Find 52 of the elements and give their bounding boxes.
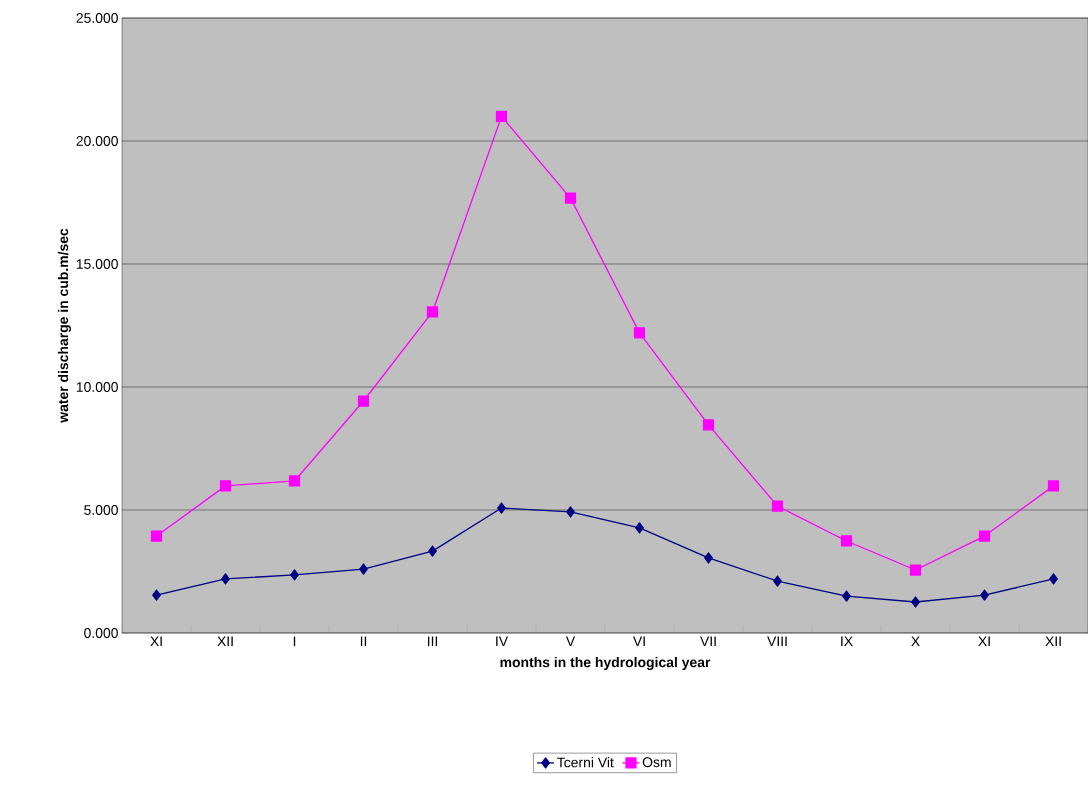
point [288,475,301,487]
x-axis-title: months in the hydrological year [500,656,711,671]
x-tick-label: VI [632,636,645,647]
point [842,590,851,602]
x-tick-label: VII [700,636,716,647]
x-tick-label: IX [841,636,853,647]
x-tick-label: X [911,636,920,647]
x-tick-label: V [565,636,576,647]
y-tick-label: 20.000 [76,136,118,146]
y-tick-label: 15.000 [76,259,118,269]
point [359,563,368,575]
point [773,575,782,587]
x-tick-label: II [360,636,367,647]
point [771,500,784,512]
x-tick-label: XI [150,636,162,647]
point [702,419,715,431]
x-tick-label: XII [217,636,233,647]
point [357,395,370,407]
y-tick-label: 0.000 [84,628,118,638]
x-tick-label: I [293,636,296,647]
x-tick-label: XI [978,636,990,647]
point [978,530,991,542]
point [152,589,161,601]
point [290,569,299,581]
point [497,502,506,514]
point [219,480,232,492]
point [909,564,922,576]
point [564,192,577,204]
point [1049,573,1058,585]
point [980,589,989,601]
point [150,530,163,542]
y-tick-label: 10.000 [76,382,118,392]
point [428,545,437,557]
x-tick-label: IV [496,636,509,647]
point [840,535,853,547]
point [566,506,575,518]
x-tick-label: III [427,636,438,647]
point [1047,480,1060,492]
x-tick-label: VIII [767,636,787,647]
point [633,327,646,339]
point [221,573,230,585]
point [911,596,920,608]
y-tick-label: 5.000 [84,505,118,515]
y-axis-title: water discharge in cub.m/sec [57,228,71,423]
legend-label: Osm [642,757,671,768]
legend-label: Tcerni Vit [557,757,614,768]
y-tick-label: 25.000 [76,13,118,23]
point [704,552,713,564]
point [426,306,439,318]
x-tick-label: XII [1045,636,1061,647]
point [635,522,644,534]
point [495,110,508,123]
